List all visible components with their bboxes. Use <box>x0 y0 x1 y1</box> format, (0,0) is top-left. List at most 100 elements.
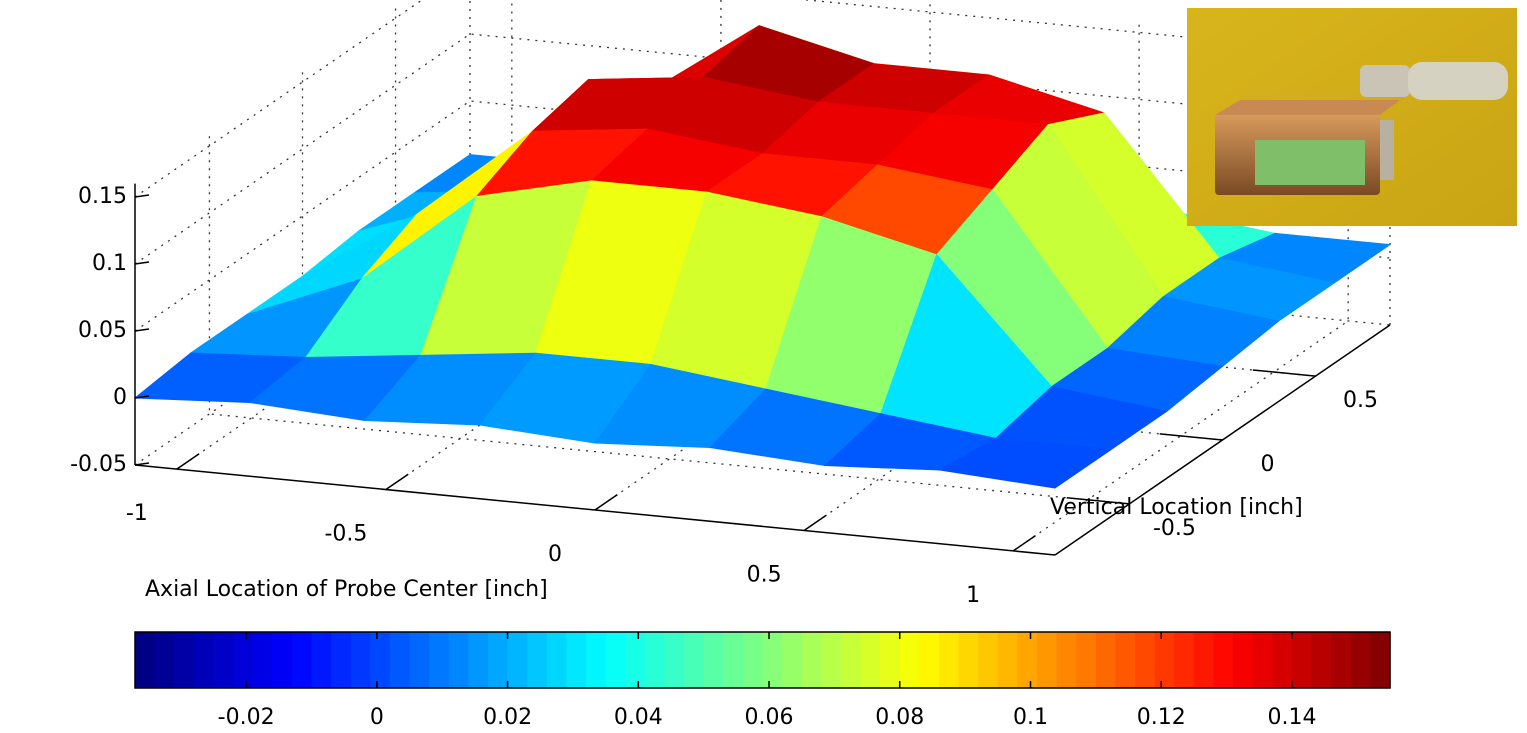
colorbar-cell <box>507 632 528 688</box>
colorbar-cell <box>1115 632 1136 688</box>
x-tick-label: 0 <box>548 542 562 567</box>
colorbar-tick-label: 0.14 <box>1267 705 1316 730</box>
colorbar-cell <box>723 632 744 688</box>
colorbar-tick-label: 0 <box>370 705 384 730</box>
colorbar-cell <box>997 632 1019 688</box>
colorbar-cell <box>135 632 156 688</box>
colorbar-cell <box>1252 632 1273 688</box>
x-tick-label: 0.5 <box>747 562 782 587</box>
colorbar-cell <box>527 632 548 688</box>
y-tick <box>1252 369 1316 377</box>
colorbar-cell <box>880 632 901 688</box>
y-axis-label: Vertical Location [inch] <box>1050 495 1303 520</box>
colorbar-cell <box>1213 632 1234 688</box>
colorbar-cell <box>1037 632 1058 688</box>
grid-line <box>803 19 1140 531</box>
colorbar-cell <box>350 632 371 688</box>
x-tick <box>1012 534 1036 552</box>
colorbar-cell <box>703 632 724 688</box>
colorbar-cell <box>429 632 450 688</box>
colorbar-cell <box>978 632 999 688</box>
photo-cable <box>1408 62 1508 100</box>
colorbar-tick-label: -0.02 <box>218 705 275 730</box>
colorbar-cell <box>605 632 626 688</box>
colorbar-cell <box>1331 632 1352 688</box>
colorbar-cell <box>468 632 489 688</box>
y-tick <box>1159 433 1223 441</box>
colorbar-cell <box>1174 632 1195 688</box>
colorbar-tick-label: 0.12 <box>1137 705 1186 730</box>
surface <box>134 25 1391 489</box>
inset-photo <box>1187 8 1517 226</box>
colorbar-cell <box>684 632 705 688</box>
photo-plug <box>1360 65 1410 97</box>
colorbar-cell <box>291 632 313 688</box>
y-tick-label: -0.5 <box>1153 516 1196 541</box>
colorbar-cell <box>272 632 293 688</box>
colorbar-cell <box>1350 632 1371 688</box>
x-tick-label: 1 <box>966 583 980 608</box>
colorbar-cell <box>331 632 352 688</box>
photo-connector <box>1380 120 1394 180</box>
colorbar-cell <box>1272 632 1293 688</box>
colorbar-cell <box>1135 632 1156 688</box>
colorbar-cell <box>1076 632 1097 688</box>
colorbar-cell <box>1370 632 1391 688</box>
colorbar-cell <box>233 632 254 688</box>
z-tick-label: 0.1 <box>92 251 127 276</box>
colorbar-cell <box>252 632 273 688</box>
colorbar-cell <box>1233 632 1254 688</box>
z-tick-label: 0.15 <box>78 184 127 209</box>
colorbar-cell <box>370 632 391 688</box>
y-tick <box>1066 497 1130 505</box>
axes: -1 -0.5 0 0.5 1 -0.5 0 0.5 -0.05 0 0.05 0.1 0.15 <box>70 183 1391 608</box>
z-tick <box>134 328 150 332</box>
colorbar-cell <box>1056 632 1077 688</box>
surface-patch <box>939 437 1112 489</box>
z-tick <box>134 261 150 265</box>
x-tick <box>594 494 618 511</box>
colorbar-cell <box>762 632 783 688</box>
x-tick <box>176 453 200 470</box>
colorbar-cell <box>1017 632 1038 688</box>
colorbar-cell <box>938 632 960 688</box>
colorbar-tick-label: 0.1 <box>1013 705 1048 730</box>
z-tick <box>134 462 150 466</box>
z-tick-label: 0.05 <box>78 318 127 343</box>
colorbar-cell <box>821 632 842 688</box>
z-tick <box>134 194 150 198</box>
grid-line <box>176 0 513 470</box>
colorbar-cell <box>546 632 568 688</box>
colorbar-cell <box>919 632 940 688</box>
x-tick <box>803 514 827 532</box>
y-tick-label: 0 <box>1261 452 1275 477</box>
colorbar-cell <box>664 632 685 688</box>
colorbar-frame <box>134 631 1391 689</box>
colorbar-cell <box>193 632 215 688</box>
z-tick-label: -0.05 <box>70 452 127 477</box>
colorbar-cell <box>1291 632 1313 688</box>
colorbar-cell <box>311 632 332 688</box>
colorbar-tick-label: 0.08 <box>875 705 924 730</box>
colorbar-cell <box>1154 632 1175 688</box>
colorbar: -0.02 0 0.02 0.04 0.06 0.08 0.1 0.12 0.14 <box>134 631 1391 730</box>
colorbar-cell <box>154 632 175 688</box>
x-axis-label: Axial Location of Probe Center [inch] <box>145 577 548 602</box>
colorbar-cell <box>899 632 920 688</box>
colorbar-tick-label: 0.04 <box>614 705 663 730</box>
colorbar-cell <box>742 632 764 688</box>
colorbar-cell <box>1193 632 1215 688</box>
colorbar-cell <box>644 632 666 688</box>
x-tick-label: -1 <box>126 501 148 526</box>
colorbar-cell <box>213 632 234 688</box>
colorbar-cell <box>840 632 862 688</box>
y-tick-label: 0.5 <box>1343 388 1378 413</box>
colorbar-cell <box>801 632 822 688</box>
colorbar-tick-label: 0.02 <box>483 705 532 730</box>
colorbar-tick-label: 0.06 <box>745 705 794 730</box>
colorbar-cell <box>1095 632 1117 688</box>
colorbar-cell <box>625 632 646 688</box>
x-tick-label: -0.5 <box>324 522 367 547</box>
z-tick-label: 0 <box>113 385 127 410</box>
